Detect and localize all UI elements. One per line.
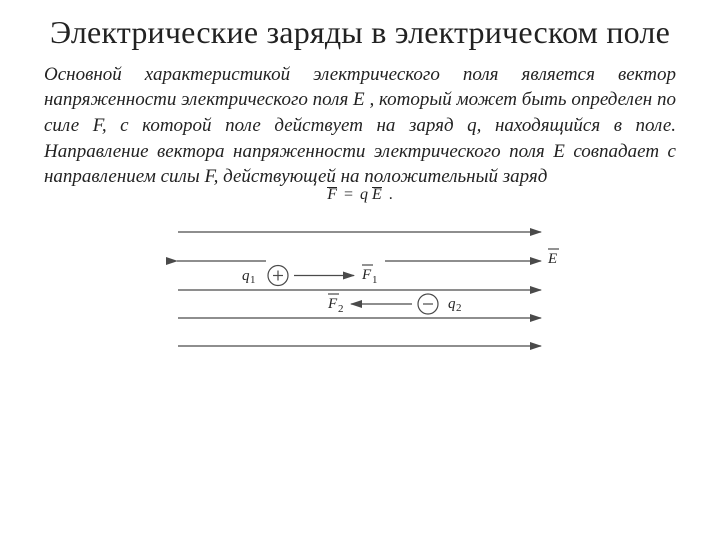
- slide: Электрические заряды в электрическом пол…: [0, 0, 720, 540]
- formula-dot: .: [386, 186, 393, 203]
- svg-text:E: E: [547, 251, 557, 267]
- svg-text:F: F: [327, 296, 338, 312]
- svg-text:1: 1: [250, 274, 256, 286]
- formula-F: F: [327, 186, 337, 204]
- svg-text:q: q: [242, 268, 250, 284]
- svg-text:q: q: [448, 296, 456, 312]
- formula-E: E: [372, 186, 382, 204]
- svg-text:2: 2: [338, 303, 344, 315]
- formula: F = q E .: [327, 186, 393, 204]
- slide-paragraph: Основной характеристикой электрического …: [44, 62, 676, 190]
- formula-q: q: [360, 186, 368, 203]
- svg-text:F: F: [361, 267, 372, 283]
- svg-text:2: 2: [456, 302, 462, 314]
- svg-text:1: 1: [372, 274, 378, 286]
- slide-title: Электрические заряды в электрическом пол…: [44, 14, 676, 52]
- formula-eq: =: [341, 186, 356, 203]
- field-diagram: Eq1F1q2F2: [160, 216, 560, 366]
